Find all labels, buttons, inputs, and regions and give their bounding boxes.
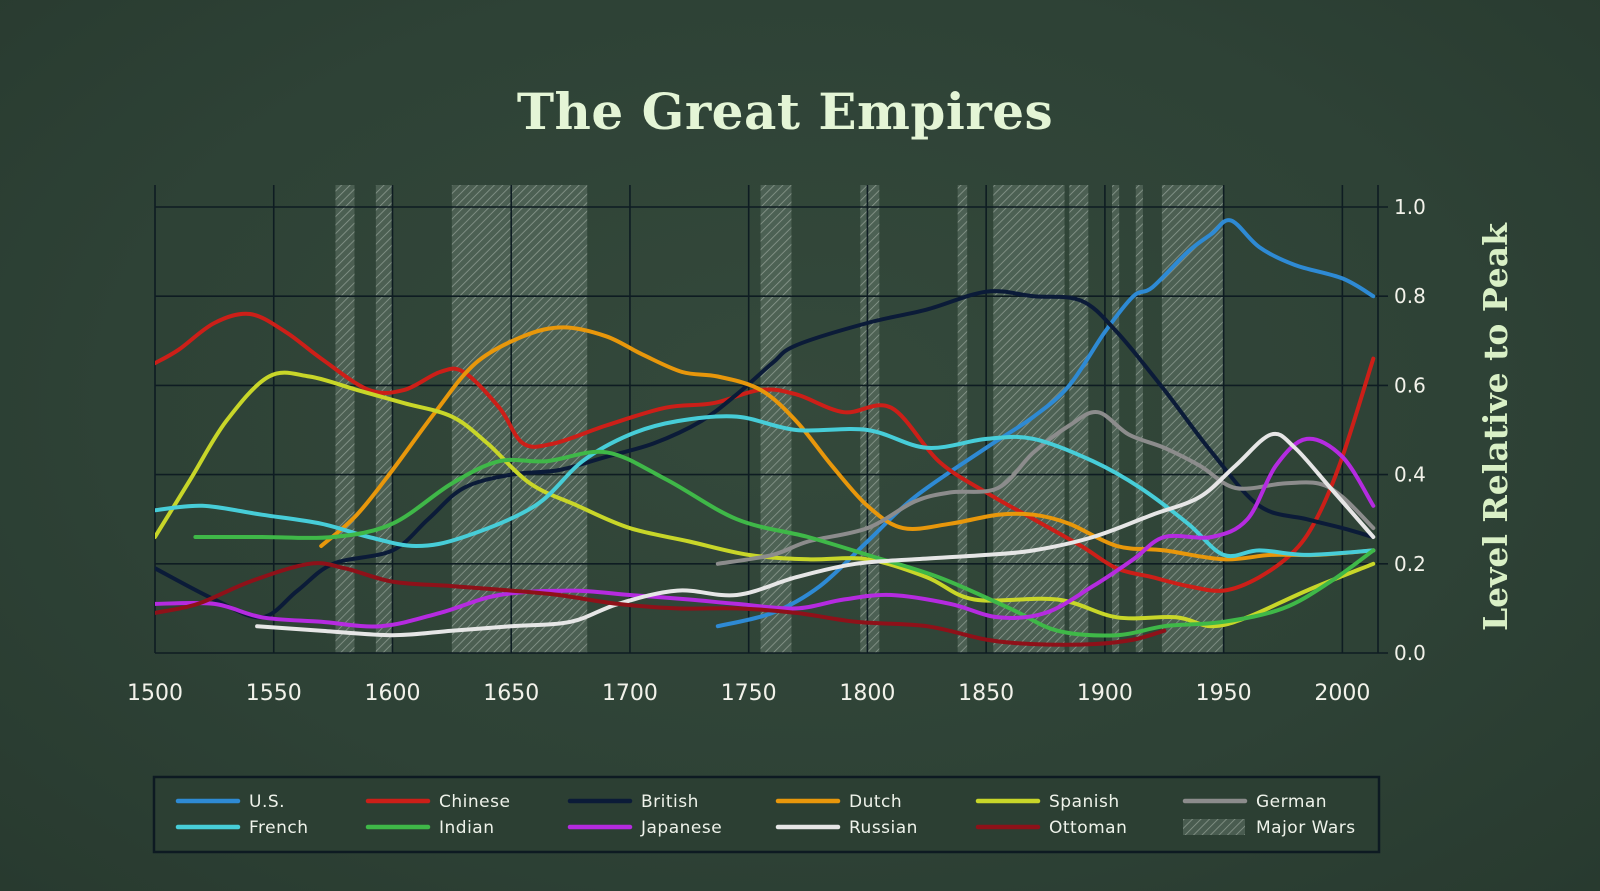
x-tick-1650: 1650 <box>483 681 539 706</box>
x-tick-1750: 1750 <box>721 681 777 706</box>
war-band-10 <box>1161 185 1224 653</box>
legend-box <box>152 775 1381 854</box>
war-band-8 <box>1112 185 1120 653</box>
legend-label-indian: Indian <box>439 818 495 838</box>
series-line-british <box>155 289 1376 620</box>
x-tick-1550: 1550 <box>246 681 302 706</box>
war-band-2 <box>451 185 588 653</box>
legend-label-russian: Russian <box>849 818 918 838</box>
x-tick-1500: 1500 <box>127 681 183 706</box>
y-tick-0.4: 0.4 <box>1394 463 1426 487</box>
series-line-indian <box>193 449 1376 638</box>
war-band-3 <box>760 185 792 653</box>
x-tick-1950: 1950 <box>1196 681 1252 706</box>
legend-label-japanese: Japanese <box>640 818 722 838</box>
war-band-1 <box>375 185 393 653</box>
x-tick-1850: 1850 <box>958 681 1014 706</box>
legend-label-major-wars: Major Wars <box>1256 818 1356 838</box>
y-axis-label: Level Relative to Peak <box>1476 222 1515 631</box>
y-tick-0.2: 0.2 <box>1394 552 1426 576</box>
x-tick-1700: 1700 <box>602 681 658 706</box>
x-tick-1800: 1800 <box>839 681 895 706</box>
series-line-french <box>155 414 1376 559</box>
war-band-0 <box>335 185 355 653</box>
legend-label-chinese: Chinese <box>439 792 510 812</box>
y-tick-0.6: 0.6 <box>1394 373 1426 397</box>
series-line-ottoman <box>155 561 1167 647</box>
legend-swatch-major-wars <box>1183 819 1245 835</box>
y-tick-1.0: 1.0 <box>1394 195 1426 219</box>
legend-label-british: British <box>641 792 699 812</box>
y-tick-0.8: 0.8 <box>1394 284 1426 308</box>
legend-label-spanish: Spanish <box>1049 792 1120 812</box>
legend-label-ottoman: Ottoman <box>1049 818 1127 838</box>
war-band-4 <box>860 185 880 653</box>
x-tick-1900: 1900 <box>1077 681 1133 706</box>
y-axis: 0.0 0.2 0.4 0.6 0.8 1.0 <box>1394 195 1426 665</box>
legend-label-dutch: Dutch <box>849 792 902 812</box>
x-tick-2000: 2000 <box>1314 681 1370 706</box>
series-line-spanish <box>155 370 1376 629</box>
x-tick-1600: 1600 <box>364 681 420 706</box>
x-axis: 1500 1550 1600 1650 1700 1750 1800 1850 1900 1950… <box>127 681 1370 706</box>
legend-label-french: French <box>249 818 309 838</box>
legend-label-german: German <box>1256 792 1327 812</box>
series-line-german <box>715 410 1376 566</box>
war-band-5 <box>957 185 968 653</box>
series-line-russian <box>255 431 1376 638</box>
series-line-chinese <box>155 311 1376 593</box>
war-band-9 <box>1135 185 1143 653</box>
y-tick-0.0: 0.0 <box>1394 641 1426 665</box>
legend-label-u-s: U.S. <box>249 792 285 812</box>
legend: U.S. Chinese British Dutch Spanish German Fren… <box>152 775 1381 854</box>
chart-title: The Great Empires <box>516 82 1054 141</box>
series-lines <box>155 218 1376 647</box>
series-line-japanese <box>155 436 1376 629</box>
series-line-dutch <box>319 325 1376 562</box>
